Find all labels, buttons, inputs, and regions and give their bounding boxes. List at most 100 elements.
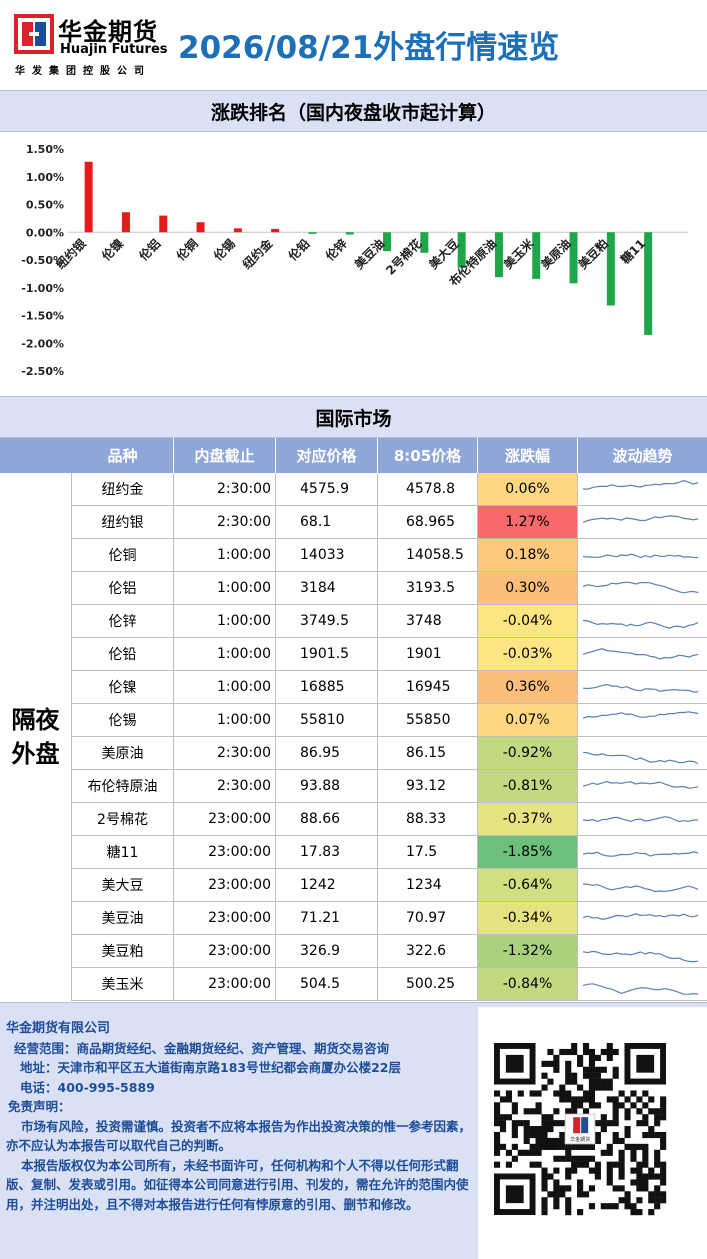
qr-code-icon: 华金期货 [490, 1039, 670, 1219]
variety-cell: 伦锌 [72, 605, 174, 637]
ref-price-cell: 88.66 [276, 803, 378, 835]
sparkline-path [582, 553, 699, 559]
variety-cell: 伦铜 [72, 539, 174, 571]
category-label: 美玉米 [500, 235, 537, 272]
price-805-cell: 93.12 [378, 770, 478, 802]
category-label: 美大豆 [426, 236, 462, 272]
bar-伦锡 [233, 228, 242, 233]
variety-cell: 伦锡 [72, 704, 174, 736]
bar-2号棉花 [420, 232, 429, 253]
change-cell: -0.04% [478, 605, 578, 637]
huajin-logo-icon [14, 14, 54, 54]
bar-美大豆 [457, 232, 466, 268]
close-time-cell: 1:00:00 [174, 539, 276, 571]
ref-price-cell: 326.9 [276, 935, 378, 967]
change-cell: -0.92% [478, 737, 578, 769]
table-row: 布伦特原油 2:30:00 93.88 93.12 -0.81% [72, 770, 707, 803]
sparkline-path [582, 479, 699, 490]
y-tick-label: -2.50% [21, 365, 64, 378]
sparkline-path [582, 711, 699, 719]
price-805-cell: 88.33 [378, 803, 478, 835]
table-row: 糖11 23:00:00 17.83 17.5 -1.85% [72, 836, 707, 869]
price-805-cell: 3748 [378, 605, 478, 637]
variety-cell: 布伦特原油 [72, 770, 174, 802]
variety-cell: 伦铅 [72, 638, 174, 670]
category-label: 美豆粕 [575, 236, 611, 272]
variety-cell: 伦镍 [72, 671, 174, 703]
ref-price-cell: 14033 [276, 539, 378, 571]
price-805-cell: 4578.8 [378, 473, 478, 505]
y-tick-label: -1.00% [21, 282, 64, 295]
change-cell: 0.18% [478, 539, 578, 571]
close-time-cell: 2:30:00 [174, 770, 276, 802]
ref-price-cell: 4575.9 [276, 473, 378, 505]
price-805-cell: 16945 [378, 671, 478, 703]
change-cell: 0.06% [478, 473, 578, 505]
table-row: 伦铅 1:00:00 1901.5 1901 -0.03% [72, 638, 707, 671]
close-time-cell: 2:30:00 [174, 737, 276, 769]
bar-伦铅 [308, 232, 317, 234]
footer-text: 华金期货有限公司 经营范围：商品期货经纪、金融期货经纪、资产管理、期货交易咨询 … [6, 1019, 476, 1214]
trend-sparkline [578, 671, 707, 703]
sparkline-path [582, 683, 699, 693]
y-tick-label: -2.00% [21, 337, 64, 350]
report-header: 华金期货 Huajin Futures 华发集团控股公司 2026/08/21外… [0, 0, 707, 90]
close-time-cell: 2:30:00 [174, 506, 276, 538]
ref-price-cell: 16885 [276, 671, 378, 703]
category-label: 伦铝 [136, 236, 164, 264]
variety-cell: 纽约金 [72, 473, 174, 505]
footer: 华金期货有限公司 经营范围：商品期货经纪、金融期货经纪、资产管理、期货交易咨询 … [0, 1002, 707, 1259]
header-trend: 波动趋势 [612, 447, 673, 465]
ref-price-cell: 68.1 [276, 506, 378, 538]
trend-sparkline [578, 737, 707, 769]
table-row: 2号棉花 23:00:00 88.66 88.33 -0.37% [72, 803, 707, 836]
trend-sparkline [578, 539, 707, 571]
bar-纽约银 [84, 161, 93, 233]
table-row: 纽约银 2:30:00 68.1 68.965 1.27% [72, 506, 707, 539]
sparkline-path [582, 883, 699, 893]
close-time-cell: 1:00:00 [174, 638, 276, 670]
sparkline-path [582, 648, 699, 660]
category-label: 美原油 [538, 236, 574, 272]
trend-sparkline [578, 968, 707, 1000]
footer-company: 华金期货有限公司 [6, 1021, 111, 1036]
table-row: 纽约金 2:30:00 4575.9 4578.8 0.06% [72, 473, 707, 506]
header-close-time: 内盘截止 [174, 438, 276, 473]
header-change: 涨跌幅 [478, 438, 578, 473]
bar-美原油 [569, 232, 578, 284]
trend-sparkline [578, 869, 707, 901]
category-label: 伦镍 [98, 236, 126, 264]
price-805-cell: 86.15 [378, 737, 478, 769]
bar-美玉米 [532, 232, 541, 279]
variety-cell: 2号棉花 [72, 803, 174, 835]
ref-price-cell: 3184 [276, 572, 378, 604]
price-805-cell: 1901 [378, 638, 478, 670]
bar-伦锌 [345, 232, 354, 235]
bar-伦铜 [196, 222, 205, 233]
close-time-cell: 23:00:00 [174, 968, 276, 1000]
ref-price-cell: 55810 [276, 704, 378, 736]
y-tick-label: -0.50% [21, 254, 64, 267]
company-name-en: Huajin Futures [60, 42, 168, 57]
change-cell: -0.03% [478, 638, 578, 670]
price-805-cell: 500.25 [378, 968, 478, 1000]
trend-sparkline [578, 572, 707, 604]
sparkline-path [582, 913, 699, 921]
table-row: 美豆油 23:00:00 71.21 70.97 -0.34% [72, 902, 707, 935]
variety-cell: 纽约银 [72, 506, 174, 538]
disclaimer-p2: 本报告版权仅为本公司所有，未经书面许可，任何机构和个人不得以任何形式翻版、复制、… [6, 1157, 469, 1212]
close-time-cell: 1:00:00 [174, 605, 276, 637]
variety-cell: 伦铝 [72, 572, 174, 604]
category-label: 伦锡 [210, 236, 238, 264]
table-row: 美豆粕 23:00:00 326.9 322.6 -1.32% [72, 935, 707, 968]
close-time-cell: 1:00:00 [174, 572, 276, 604]
bar-伦镍 [121, 212, 130, 233]
table-row: 伦铜 1:00:00 14033 14058.5 0.18% [72, 539, 707, 572]
category-label: 糖11 [617, 236, 648, 267]
change-cell: -1.85% [478, 836, 578, 868]
trend-sparkline [578, 770, 707, 802]
sparkline-path [582, 581, 699, 594]
bar-布伦特原油 [494, 232, 503, 278]
ref-price-cell: 17.83 [276, 836, 378, 868]
close-time-cell: 23:00:00 [174, 803, 276, 835]
